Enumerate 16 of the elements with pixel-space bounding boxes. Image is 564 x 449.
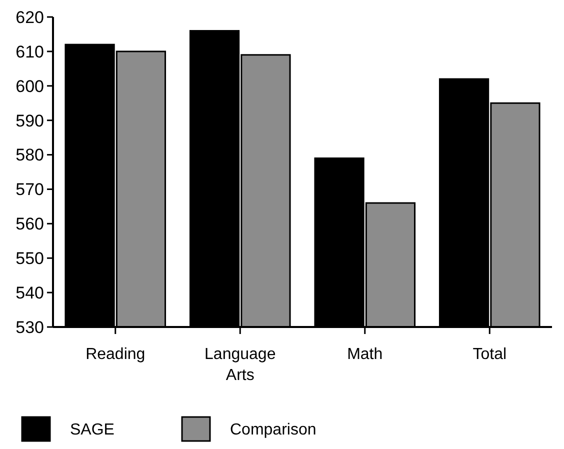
y-tick-label: 620 [16,8,44,27]
y-tick-label: 610 [16,42,44,62]
legend-label: Comparison [230,422,316,439]
y-tick-label: 550 [16,249,44,268]
y-tick-label: 580 [16,146,44,165]
x-tick-label: Total [472,346,507,363]
x-tick-label: Reading [86,346,146,363]
legend-label: SAGE [70,422,114,439]
y-tick-label: 600 [16,76,44,96]
y-tick-label: 540 [16,284,44,303]
y-tick-label: 560 [16,214,44,234]
y-tick-label: 570 [16,180,44,200]
x-tick-label: Language Arts [204,346,276,384]
y-tick-label: 530 [16,318,44,337]
x-tick-label: Math [347,346,383,363]
y-tick-label: 590 [16,111,44,130]
